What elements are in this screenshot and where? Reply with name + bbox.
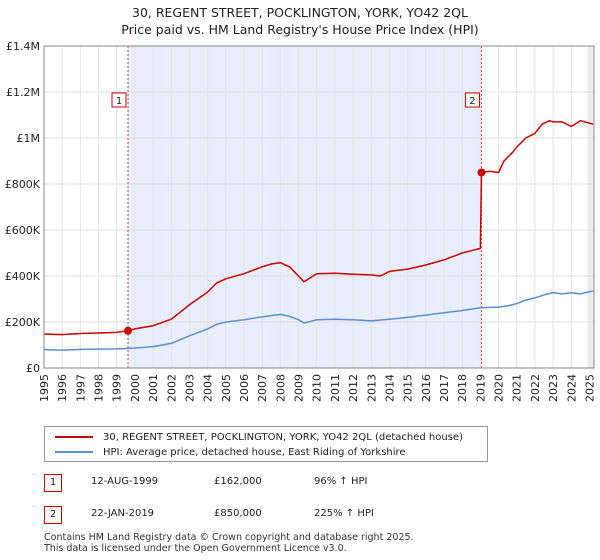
x-tick-label: 1997: [74, 374, 87, 402]
sale-point: [124, 326, 132, 335]
x-tick-label: 2020: [493, 374, 506, 402]
x-tick-label: 2000: [129, 374, 142, 402]
x-tick-label: 2021: [511, 374, 524, 402]
legend-label-property: 30, REGENT STREET, POCKLINGTON, YORK, YO…: [103, 431, 463, 443]
x-tick-label: 2007: [256, 374, 269, 402]
x-tick-label: 2017: [438, 374, 451, 402]
x-tick-label: 2009: [293, 374, 306, 402]
x-tick-label: 2004: [202, 374, 215, 402]
x-tick-label: 2015: [402, 374, 415, 402]
y-tick-label: £400K: [5, 270, 41, 283]
x-tick-label: 2023: [547, 374, 560, 402]
x-tick-label: 2002: [165, 374, 178, 402]
x-tick-label: 2003: [183, 374, 196, 402]
sale-date: 22-JAN-2019: [91, 508, 155, 519]
sale-point: [477, 168, 486, 177]
x-tick-label: 2012: [347, 374, 360, 402]
x-tick-label: 2016: [420, 374, 433, 402]
chart-title-main: 30, REGENT STREET, POCKLINGTON, YORK, YO…: [132, 5, 468, 20]
projection-region: [587, 46, 594, 368]
sale-label-text: 2: [469, 96, 475, 107]
x-tick-label: 2022: [529, 374, 542, 402]
y-tick-label: £800K: [5, 178, 41, 191]
legend-swatch-blue: [55, 451, 93, 453]
x-tick-label: 1996: [56, 374, 69, 402]
legend-swatch-red: [55, 436, 93, 438]
x-tick-label: 1998: [93, 374, 106, 402]
chart-subtitle: Price paid vs. HM Land Registry's House …: [121, 22, 479, 37]
x-tick-label: 2006: [238, 374, 251, 402]
sale-hpi-change: 225% ↑ HPI: [314, 508, 374, 519]
y-tick-label: £1.2M: [6, 86, 40, 99]
x-tick-label: 2008: [274, 374, 287, 402]
sale-marker-badge: 2: [44, 506, 62, 524]
x-tick-label: 2024: [565, 374, 578, 402]
sale-hpi-change: 96% ↑ HPI: [314, 476, 368, 487]
sale-label-box: [111, 92, 127, 108]
sale-marker-badge: 1: [44, 474, 62, 492]
chart-title: 30, REGENT STREET, POCKLINGTON, YORK, YO…: [0, 4, 600, 38]
x-tick-label: 1995: [38, 374, 51, 402]
hpi-line: [43, 290, 594, 351]
x-tick-label: 2011: [329, 374, 342, 402]
x-tick-label: 2014: [383, 374, 396, 402]
y-tick-label: £600K: [5, 224, 41, 237]
x-tick-label: 2018: [456, 374, 469, 402]
x-tick-label: 2025: [583, 374, 596, 402]
sale-date: 12-AUG-1999: [91, 476, 159, 487]
sale-label-text: 1: [116, 96, 122, 107]
x-tick-label: 2005: [220, 374, 233, 402]
x-tick-label: 2019: [474, 374, 487, 402]
footer-licence: This data is licensed under the Open Gov…: [44, 543, 347, 554]
x-tick-label: 2001: [147, 374, 160, 402]
x-tick-label: 2013: [365, 374, 378, 402]
price-chart: 1 2 £0 £200K £400K £600K £800K £1M £1.2M £1.4M 1…: [5, 40, 597, 402]
x-tick-label: 2010: [311, 374, 324, 402]
legend-entry-hpi: HPI: Average price, detached house, East…: [55, 445, 406, 459]
y-tick-label: £1.4M: [6, 40, 40, 53]
x-tick-label: 1999: [111, 374, 124, 402]
ownership-shaded-region: [128, 46, 482, 368]
footer-attribution: Contains HM Land Registry data © Crown c…: [44, 532, 414, 554]
plot-frame: [43, 45, 595, 369]
property-price-line: [43, 119, 594, 336]
sale-row: 2 22-JAN-2019 £850,000 225% ↑ HPI: [44, 506, 494, 526]
sale-row: 1 12-AUG-1999 £162,000 96% ↑ HPI: [44, 474, 494, 494]
sale-price: £850,000: [214, 508, 262, 519]
footer-copyright: Contains HM Land Registry data © Crown c…: [44, 532, 414, 543]
y-tick-label: £0: [26, 362, 40, 375]
chart-legend: 30, REGENT STREET, POCKLINGTON, YORK, YO…: [44, 426, 488, 462]
legend-label-hpi: HPI: Average price, detached house, East…: [103, 446, 406, 458]
sale-price: £162,000: [214, 476, 262, 487]
legend-entry-property: 30, REGENT STREET, POCKLINGTON, YORK, YO…: [55, 430, 463, 444]
y-tick-label: £1M: [17, 132, 41, 145]
y-tick-label: £200K: [5, 316, 41, 329]
sale-label-box: [464, 92, 480, 108]
